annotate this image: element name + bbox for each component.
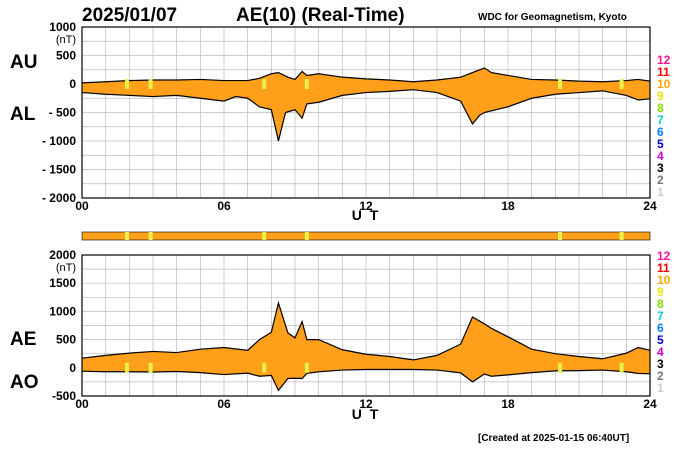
x-tick-label: 00 bbox=[75, 397, 89, 411]
level-legend-item: 3 bbox=[657, 357, 664, 371]
chart-title: AE(10) (Real-Time) bbox=[236, 5, 405, 26]
x-axis-label: U T bbox=[352, 207, 381, 223]
data-marker bbox=[124, 362, 129, 373]
y-tick-label: 1000 bbox=[49, 304, 76, 318]
series-area-fill bbox=[82, 68, 650, 141]
station-status-marker bbox=[148, 232, 153, 240]
level-legend-item: 4 bbox=[657, 345, 664, 359]
x-tick-label: 12 bbox=[359, 199, 373, 213]
data-marker bbox=[262, 79, 267, 89]
x-tick-label: 12 bbox=[359, 397, 373, 411]
y-tick-label: - 1500 bbox=[42, 163, 76, 177]
station-status-marker bbox=[124, 232, 129, 240]
x-tick-label: 24 bbox=[643, 199, 657, 213]
level-legend-item: 10 bbox=[657, 77, 671, 91]
station-status-marker bbox=[619, 232, 624, 240]
level-legend-item: 2 bbox=[657, 369, 664, 383]
data-marker bbox=[124, 79, 129, 89]
panel1-bottom-series-label: AL bbox=[10, 104, 36, 125]
x-axis-label: U T bbox=[352, 406, 381, 422]
station-status-marker bbox=[558, 232, 563, 240]
level-legend-item: 7 bbox=[657, 309, 664, 323]
date-title: 2025/01/07 bbox=[82, 5, 178, 26]
created-label: [Created at 2025-01-15 06:40UT] bbox=[478, 433, 630, 444]
data-marker bbox=[304, 79, 309, 89]
level-legend-item: 9 bbox=[657, 89, 664, 103]
station-status-marker bbox=[262, 232, 267, 240]
y-tick-label: 500 bbox=[56, 333, 76, 347]
y-unit-label: (nT) bbox=[56, 34, 76, 46]
level-legend-item: 3 bbox=[657, 161, 664, 175]
level-legend-item: 12 bbox=[657, 249, 671, 263]
x-tick-label: 18 bbox=[501, 199, 515, 213]
y-tick-label: - 500 bbox=[49, 106, 77, 120]
data-marker bbox=[558, 362, 563, 373]
level-legend-item: 5 bbox=[657, 137, 664, 151]
y-unit-label: (nT) bbox=[56, 262, 76, 274]
level-legend-item: 2 bbox=[657, 173, 664, 187]
series-area-fill bbox=[82, 302, 650, 391]
data-marker bbox=[558, 79, 563, 89]
data-marker bbox=[619, 79, 624, 89]
level-legend-item: 9 bbox=[657, 285, 664, 299]
station-status-bar bbox=[81, 231, 651, 241]
source-label: WDC for Geomagnetism, Kyoto bbox=[478, 12, 627, 23]
level-legend-item: 6 bbox=[657, 321, 664, 335]
plot-frame bbox=[81, 254, 651, 397]
data-marker bbox=[148, 362, 153, 373]
y-tick-label: 1500 bbox=[49, 276, 76, 290]
level-legend-item: 11 bbox=[657, 261, 670, 275]
x-tick-label: 18 bbox=[501, 397, 515, 411]
data-marker bbox=[619, 362, 624, 373]
panel2-top-series-label: AE bbox=[10, 329, 37, 350]
series-upper-line bbox=[81, 300, 651, 361]
series-lower-line bbox=[81, 368, 651, 392]
data-marker bbox=[262, 362, 267, 373]
y-tick-label: 0 bbox=[69, 361, 76, 375]
level-legend-item: 1 bbox=[657, 381, 664, 395]
y-tick-label: - 1000 bbox=[42, 134, 76, 148]
x-tick-label: 00 bbox=[75, 199, 89, 213]
panel1-top-series-label: AU bbox=[10, 52, 38, 73]
level-legend-item: 6 bbox=[657, 125, 664, 139]
level-legend-item: 10 bbox=[657, 273, 671, 287]
y-tick-label: -500 bbox=[52, 389, 76, 403]
plot-frame bbox=[81, 26, 651, 199]
level-legend-item: 12 bbox=[657, 53, 671, 67]
station-status-marker bbox=[304, 232, 309, 240]
data-marker bbox=[148, 79, 153, 89]
x-tick-label: 06 bbox=[217, 199, 231, 213]
panel2-bottom-series-label: AO bbox=[10, 372, 39, 393]
y-tick-label: 0 bbox=[69, 77, 76, 91]
data-marker bbox=[304, 362, 309, 373]
y-tick-label: - 2000 bbox=[42, 191, 76, 205]
level-legend-item: 4 bbox=[657, 149, 664, 163]
y-tick-label: 2000 bbox=[49, 248, 76, 262]
level-legend-item: 5 bbox=[657, 333, 664, 347]
series-upper-line bbox=[81, 67, 651, 84]
x-tick-label: 24 bbox=[643, 397, 657, 411]
level-legend-item: 11 bbox=[657, 65, 670, 79]
x-tick-label: 06 bbox=[217, 397, 231, 411]
level-legend-item: 8 bbox=[657, 101, 664, 115]
level-legend-item: 8 bbox=[657, 297, 664, 311]
y-tick-label: 500 bbox=[56, 49, 76, 63]
y-tick-label: 1000 bbox=[49, 20, 76, 34]
level-legend-item: 1 bbox=[657, 185, 664, 199]
series-lower-line bbox=[81, 89, 651, 142]
level-legend-item: 7 bbox=[657, 113, 664, 127]
